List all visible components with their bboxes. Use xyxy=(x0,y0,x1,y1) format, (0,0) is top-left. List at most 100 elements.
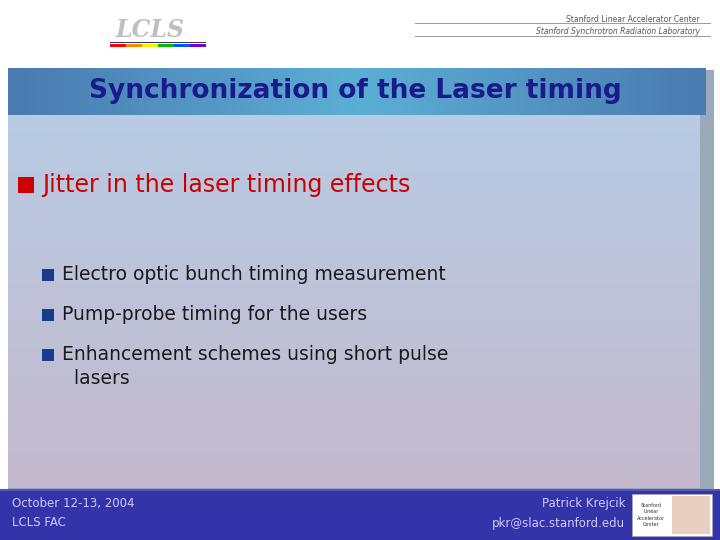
Bar xyxy=(8,319,700,320)
Bar xyxy=(8,150,700,151)
Bar xyxy=(297,68,302,115)
Bar xyxy=(158,68,162,115)
Bar xyxy=(660,68,664,115)
Bar xyxy=(8,116,700,117)
Bar xyxy=(8,425,700,426)
Bar xyxy=(8,346,700,347)
Bar xyxy=(388,68,392,115)
Bar xyxy=(8,422,700,423)
Bar xyxy=(8,418,700,419)
Bar xyxy=(182,68,186,115)
Bar xyxy=(8,305,700,306)
Bar xyxy=(8,197,700,198)
Bar xyxy=(8,162,700,163)
Bar xyxy=(374,68,379,115)
Bar xyxy=(328,68,333,115)
Bar xyxy=(527,68,532,115)
Bar xyxy=(632,494,712,536)
Bar xyxy=(8,358,700,359)
Bar xyxy=(8,250,700,251)
Bar xyxy=(8,375,700,376)
Bar xyxy=(8,415,700,416)
Bar xyxy=(349,68,354,115)
Bar xyxy=(8,323,700,324)
Bar xyxy=(276,68,281,115)
Bar xyxy=(618,68,622,115)
Bar xyxy=(8,127,700,128)
Bar xyxy=(8,395,700,396)
Bar xyxy=(248,68,253,115)
Bar xyxy=(8,262,700,263)
Bar xyxy=(8,165,700,166)
Bar xyxy=(196,68,201,115)
Bar xyxy=(8,482,700,483)
Bar xyxy=(8,313,700,314)
Text: pkr@slac.stanford.edu: pkr@slac.stanford.edu xyxy=(492,516,625,530)
Bar xyxy=(8,261,700,262)
Bar xyxy=(451,68,455,115)
Bar xyxy=(8,433,700,434)
Bar xyxy=(8,458,700,459)
Bar xyxy=(8,245,700,246)
Bar xyxy=(50,68,54,115)
Bar xyxy=(154,68,159,115)
Bar xyxy=(8,456,700,457)
Bar xyxy=(8,488,700,489)
Bar xyxy=(123,68,127,115)
Bar xyxy=(8,188,700,189)
Bar xyxy=(8,327,700,328)
Bar xyxy=(8,204,700,205)
Bar xyxy=(8,343,700,344)
Bar xyxy=(8,290,700,291)
Bar xyxy=(8,149,700,150)
Bar xyxy=(8,256,700,257)
Bar xyxy=(8,184,700,185)
Bar xyxy=(8,148,700,149)
Bar xyxy=(140,68,145,115)
Bar xyxy=(8,478,700,479)
Bar xyxy=(8,216,700,217)
Bar xyxy=(8,379,700,380)
Bar xyxy=(8,442,700,443)
Bar xyxy=(604,68,608,115)
Bar xyxy=(8,445,700,446)
Bar xyxy=(8,470,700,471)
Bar xyxy=(252,68,256,115)
Bar xyxy=(356,68,361,115)
Bar xyxy=(8,413,700,414)
Bar xyxy=(8,196,700,197)
Bar xyxy=(479,68,483,115)
Bar xyxy=(8,194,700,195)
Bar xyxy=(8,255,700,256)
Bar xyxy=(8,423,700,424)
Bar xyxy=(8,276,700,277)
Bar xyxy=(8,243,700,244)
Bar xyxy=(8,350,700,351)
Bar xyxy=(8,239,700,240)
Bar xyxy=(8,258,700,259)
Bar xyxy=(353,68,358,115)
Bar xyxy=(701,68,706,115)
Bar xyxy=(8,369,700,370)
Bar xyxy=(680,68,685,115)
Bar xyxy=(8,452,700,453)
Bar xyxy=(8,293,700,294)
Bar xyxy=(8,132,700,133)
Bar xyxy=(8,292,700,293)
Bar xyxy=(8,454,700,455)
Bar xyxy=(8,351,700,352)
Bar xyxy=(8,314,700,315)
Bar xyxy=(8,287,700,288)
Bar xyxy=(8,265,700,266)
Bar xyxy=(8,229,700,230)
Bar xyxy=(8,447,700,448)
Bar xyxy=(8,118,700,119)
Bar xyxy=(106,68,110,115)
Bar xyxy=(8,331,700,332)
Bar xyxy=(8,298,700,299)
Bar xyxy=(8,206,700,207)
Bar xyxy=(402,68,406,115)
Bar xyxy=(189,68,194,115)
Bar xyxy=(8,308,700,309)
Bar xyxy=(8,210,700,211)
